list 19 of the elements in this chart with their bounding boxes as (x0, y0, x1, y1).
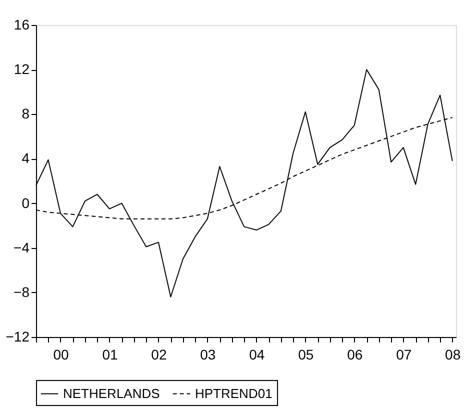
x-tick-label: 04 (249, 346, 265, 362)
x-tick-label: 00 (53, 346, 69, 362)
y-tick-label: 16 (14, 16, 30, 32)
x-tick-label: 03 (200, 346, 216, 362)
y-tick-label: −4 (14, 239, 30, 256)
x-tick-label: 02 (151, 346, 167, 362)
y-tick-label: 12 (14, 61, 30, 78)
x-tick-label: 01 (102, 346, 118, 362)
y-tick-label: 4 (22, 150, 30, 166)
x-tick-label: 08 (445, 346, 461, 362)
x-tick-label: 06 (347, 346, 363, 362)
legend-label: HPTREND01 (195, 386, 272, 401)
y-tick-label: −8 (14, 284, 30, 300)
x-tick-label: 07 (396, 346, 412, 362)
y-tick-label: −12 (6, 328, 30, 344)
x-tick-label: 05 (298, 346, 314, 362)
y-tick-label: 0 (22, 194, 30, 211)
legend-label: NETHERLANDS (63, 386, 160, 401)
y-tick-label: 8 (22, 106, 30, 122)
